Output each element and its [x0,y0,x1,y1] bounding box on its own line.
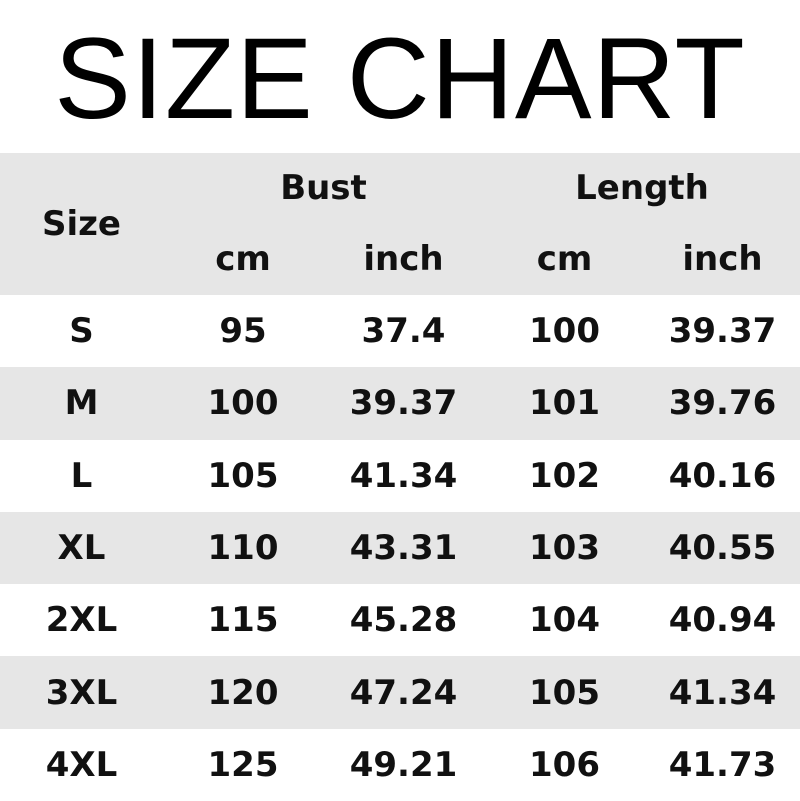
page-title: SIZE CHART [54,15,746,143]
cell-bust-inch: 45.28 [349,600,458,641]
table-row: S 95 37.4 100 39.37 [0,295,800,367]
cell-bust-cm: 110 [207,528,279,569]
cell-bust-inch: 47.24 [349,672,458,713]
cell-bust-cm: 105 [207,455,279,496]
header-length-cm: cm [536,239,593,279]
cell-bust-cm: 100 [207,383,279,424]
cell-size: S [69,311,94,352]
cell-length-inch: 41.73 [668,744,777,785]
cell-length-inch: 40.55 [668,528,777,569]
cell-bust-inch: 49.21 [349,744,458,785]
header-bust-cm: cm [215,239,271,279]
header-length-inch: inch [682,239,763,279]
table-row: XL 110 43.31 103 40.55 [0,511,800,585]
cell-length-cm: 104 [529,600,600,641]
cell-bust-inch: 41.34 [349,455,458,496]
cell-bust-cm: 95 [219,311,267,352]
cell-size: 4XL [45,744,118,785]
table-row: L 105 41.34 102 40.16 [0,440,800,512]
cell-length-inch: 39.76 [668,383,777,424]
header-length: Length [575,168,709,208]
size-table: Size Bust Length cm inch cm inch S 95 37.4… [0,153,800,801]
header-size: Size [42,204,121,244]
table-row: 3XL 120 47.24 105 41.34 [0,656,800,729]
table-row: 4XL 125 49.21 106 41.73 [0,729,800,801]
cell-bust-cm: 115 [207,600,279,641]
cell-length-inch: 41.34 [668,672,777,713]
cell-length-cm: 105 [529,672,600,713]
cell-bust-inch: 43.31 [349,528,458,569]
cell-length-cm: 100 [529,311,600,352]
header-bust-inch: inch [363,239,444,279]
cell-length-cm: 106 [529,744,600,785]
cell-bust-inch: 37.4 [361,311,446,352]
cell-size: M [64,383,99,424]
cell-length-inch: 40.16 [668,455,777,496]
cell-length-cm: 101 [529,383,600,424]
cell-bust-cm: 125 [207,744,279,785]
cell-length-inch: 39.37 [668,311,777,352]
cell-bust-inch: 39.37 [349,383,458,424]
cell-size: L [70,455,93,496]
cell-length-inch: 40.94 [668,600,777,641]
table-row: M 100 39.37 101 39.76 [0,367,800,440]
cell-length-cm: 102 [529,455,600,496]
header-bust: Bust [280,168,367,208]
table-row: 2XL 115 45.28 104 40.94 [0,584,800,656]
cell-bust-cm: 120 [207,672,279,713]
cell-size: 2XL [45,600,118,641]
cell-size: XL [57,528,106,569]
cell-length-cm: 103 [529,528,600,569]
cell-size: 3XL [45,672,118,713]
